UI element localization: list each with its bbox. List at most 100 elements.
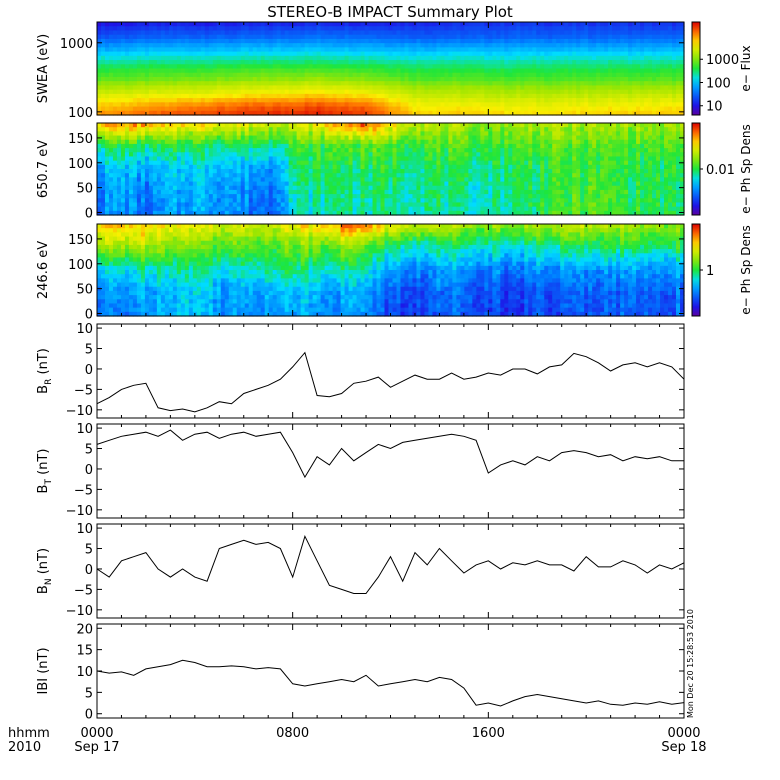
heatmap-cell [320,123,326,128]
heatmap-cell [348,194,354,199]
heatmap-cell [664,85,669,91]
heatmap-cell [276,60,282,65]
heatmap-cell [516,68,521,74]
heatmap-cell [316,72,322,78]
heatmap-cell [484,76,489,82]
heatmap-cell [108,106,114,112]
heatmap-cell [308,47,314,53]
heatmap-cell [504,81,509,87]
heatmap-cell [424,43,430,48]
heatmap-cell [276,160,282,166]
heatmap-cell [108,64,114,70]
heatmap-cell [456,85,461,91]
heatmap-cell [292,30,298,36]
heatmap-cell [128,89,134,95]
heatmap-cell [504,34,509,40]
heatmap-cell [196,60,202,65]
heatmap-cell [252,43,258,48]
heatmap-cell [336,51,342,57]
heatmap-cell [352,38,358,44]
heatmap-cell [296,98,302,103]
heatmap-cell [316,210,322,216]
heatmap-cell [420,89,426,95]
heatmap-cell [640,47,645,53]
heatmap-cell [344,68,350,74]
heatmap-cell [636,60,641,65]
heatmap-cell [492,22,497,27]
heatmap-cell [200,139,206,145]
heatmap-cell [352,68,358,74]
heatmap-cell [236,30,242,36]
heatmap-cell [512,64,517,70]
heatmap-cell [604,68,609,74]
heatmap-cell [184,177,190,183]
heatmap-cell [280,173,286,178]
heatmap-cell [152,60,158,65]
heatmap-cell [264,156,270,162]
heatmap-cell [220,202,226,208]
heatmap-cell [300,102,306,108]
heatmap-cell [100,152,106,158]
heatmap-cell [368,102,374,108]
heatmap-cell [352,106,358,112]
heatmap-cell [380,47,386,53]
heatmap-cell [232,22,238,27]
heatmap-cell [524,30,529,36]
heatmap-cell [112,198,118,204]
heatmap-cell [292,177,298,183]
heatmap-cell [368,210,374,216]
heatmap-cell [168,210,174,216]
heatmap-cell [184,198,190,204]
heatmap-cell [316,194,322,199]
heatmap-cell [396,143,402,149]
heatmap-cell [244,210,250,216]
heatmap-cell [268,93,274,99]
heatmap-cell [384,152,390,158]
heatmap-cell [140,194,146,199]
heatmap-cell [520,55,525,61]
heatmap-cell [312,139,318,145]
heatmap-cell [256,194,262,199]
heatmap-cell [112,81,118,87]
heatmap-cell [352,181,358,187]
heatmap-cell [180,51,186,57]
heatmap-cell [196,202,202,208]
heatmap-cell [344,110,350,116]
heatmap-cell [128,148,134,153]
heatmap-cell [344,85,350,91]
heatmap-cell [140,123,146,128]
heatmap-cell [604,47,609,53]
heatmap-cell [284,76,290,82]
heatmap-cell [636,30,641,36]
heatmap-cell [192,202,198,208]
heatmap-cell [228,43,234,48]
heatmap-cell [624,51,629,57]
heatmap-cell [252,55,258,61]
heatmap-cell [348,93,354,99]
heatmap-cell [324,55,330,61]
heatmap-cell [152,123,158,128]
heatmap-cell [384,143,390,149]
heatmap-cell [208,64,214,70]
heatmap-cell [288,194,294,199]
heatmap-cell [240,26,246,32]
heatmap-cell [644,76,649,82]
heatmap-cell [320,38,326,44]
heatmap-cell [120,169,126,174]
heatmap-cell [328,123,334,128]
heatmap-cell [208,110,214,116]
heatmap-cell [132,110,138,116]
heatmap-cell [552,30,557,36]
heatmap-cell [596,76,601,82]
heatmap-cell [544,93,549,99]
heatmap-cell [392,198,398,204]
heatmap-cell [112,85,118,91]
heatmap-cell [200,85,206,91]
heatmap-cell [608,38,613,44]
heatmap-cell [228,210,234,216]
heatmap-cell [648,30,653,36]
heatmap-cell [360,81,366,87]
heatmap-cell [288,26,294,32]
heatmap-cell [668,89,673,95]
heatmap-cell [196,22,202,27]
